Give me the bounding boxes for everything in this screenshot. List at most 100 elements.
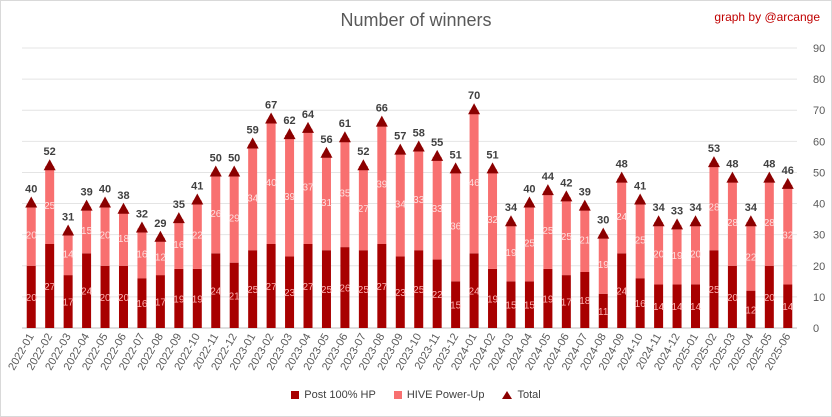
label-total-2022-07: 32 — [136, 208, 148, 220]
bar-post-2022-09 — [174, 268, 184, 328]
label-total-2023-03: 62 — [283, 115, 295, 127]
label-powerup-2024-09: 24 — [616, 212, 628, 223]
label-total-2024-04: 40 — [523, 184, 535, 196]
label-powerup-2025-03: 28 — [727, 218, 739, 229]
y-tick-label: 50 — [813, 167, 825, 179]
bar-post-2024-07 — [580, 272, 590, 328]
bar-post-2023-10 — [414, 250, 424, 328]
label-post-2023-02: 27 — [266, 282, 278, 293]
legend-item-post: Post 100% HP — [291, 389, 376, 401]
label-post-2025-05: 20 — [764, 293, 776, 304]
label-post-2023-01: 25 — [247, 285, 259, 296]
bar-post-2023-07 — [358, 250, 368, 328]
total-marker-2025-04 — [744, 215, 757, 227]
bar-powerup-2025-06 — [783, 184, 793, 285]
label-total-2024-08: 30 — [597, 215, 609, 227]
label-total-2023-10: 58 — [413, 128, 425, 140]
total-marker-2024-07 — [578, 199, 591, 211]
label-powerup-2024-06: 25 — [561, 232, 573, 243]
label-total-2022-08: 29 — [154, 218, 166, 230]
label-powerup-2023-12: 36 — [450, 221, 462, 232]
total-marker-2022-05 — [99, 196, 112, 208]
y-tick-label: 80 — [813, 74, 825, 86]
total-marker-2023-08 — [375, 115, 388, 127]
bar-post-2023-05 — [321, 250, 331, 328]
total-marker-2022-07 — [135, 221, 148, 233]
legend-label-powerup: HIVE Power-Up — [406, 389, 485, 401]
label-powerup-2023-02: 40 — [266, 178, 278, 189]
label-post-2024-11: 14 — [653, 302, 665, 313]
label-total-2023-11: 55 — [431, 137, 443, 149]
label-post-2023-08: 27 — [376, 282, 388, 293]
bar-post-2022-08 — [155, 275, 165, 328]
label-powerup-2023-03: 39 — [284, 192, 296, 203]
label-powerup-2023-11: 33 — [432, 204, 444, 215]
label-total-2025-03: 48 — [726, 159, 738, 171]
bar-post-2024-08 — [598, 293, 608, 328]
label-total-2024-09: 48 — [616, 159, 628, 171]
bar-post-2023-08 — [377, 244, 387, 328]
bar-powerup-2022-10 — [192, 200, 202, 269]
bar-post-2023-12 — [451, 281, 461, 328]
label-powerup-2023-10: 33 — [413, 195, 425, 206]
y-tick-label: 0 — [813, 323, 819, 335]
label-powerup-2024-03: 19 — [505, 248, 517, 259]
total-marker-2023-01 — [246, 137, 259, 149]
label-total-2022-05: 40 — [99, 184, 111, 196]
chart-title: Number of winners — [340, 10, 492, 30]
label-post-2024-01: 24 — [469, 287, 481, 298]
label-total-2022-01: 40 — [25, 184, 37, 196]
total-marker-2022-03 — [62, 224, 75, 236]
label-powerup-2024-02: 32 — [487, 215, 499, 226]
y-tick-label: 60 — [813, 136, 825, 148]
total-marker-2023-06 — [338, 131, 351, 143]
bar-powerup-2022-05 — [100, 203, 110, 266]
label-post-2023-10: 25 — [413, 285, 425, 296]
label-total-2024-07: 39 — [579, 187, 591, 199]
total-marker-2022-02 — [43, 159, 56, 171]
total-marker-2022-08 — [154, 230, 167, 242]
label-powerup-2024-04: 25 — [524, 238, 536, 249]
bar-powerup-2023-03 — [285, 135, 295, 257]
bar-powerup-2023-05 — [321, 153, 331, 251]
label-post-2024-09: 24 — [616, 287, 628, 298]
label-powerup-2022-12: 29 — [229, 214, 241, 225]
y-tick-label: 20 — [813, 261, 825, 273]
bar-post-2022-10 — [192, 268, 202, 328]
total-marker-2024-02 — [486, 162, 499, 174]
label-powerup-2022-06: 18 — [118, 234, 130, 245]
total-marker-2024-05 — [541, 184, 554, 196]
bar-powerup-2022-09 — [174, 219, 184, 269]
total-marker-2024-11 — [652, 215, 665, 227]
label-post-2024-10: 16 — [635, 299, 647, 310]
label-total-2023-07: 52 — [357, 146, 369, 158]
label-powerup-2022-04: 15 — [81, 226, 93, 237]
total-marker-2023-05 — [320, 146, 333, 158]
bar-powerup-2023-06 — [340, 138, 350, 248]
bar-post-2025-01 — [691, 284, 701, 328]
label-total-2022-09: 35 — [173, 199, 185, 211]
bar-post-2024-06 — [561, 275, 571, 328]
label-post-2023-06: 26 — [339, 284, 351, 295]
label-total-2025-06: 46 — [782, 165, 794, 177]
label-powerup-2024-07: 21 — [579, 235, 591, 246]
label-post-2023-11: 22 — [432, 290, 444, 301]
legend-item-total: Total — [502, 389, 541, 401]
label-powerup-2023-01: 34 — [247, 193, 259, 204]
label-post-2024-04: 15 — [524, 301, 536, 312]
label-powerup-2024-11: 20 — [653, 249, 665, 260]
legend-swatch-powerup — [393, 391, 402, 399]
bar-powerup-2022-11 — [211, 172, 221, 254]
label-powerup-2023-08: 39 — [376, 179, 388, 190]
label-post-2024-12: 14 — [671, 302, 683, 313]
label-post-2024-02: 19 — [487, 294, 499, 305]
total-marker-2024-01 — [468, 103, 481, 115]
label-powerup-2023-06: 35 — [339, 189, 351, 200]
label-powerup-2025-04: 22 — [745, 252, 757, 263]
bar-powerup-2023-02 — [266, 119, 276, 244]
bar-post-2022-05 — [100, 265, 110, 328]
bar-post-2025-02 — [709, 250, 719, 328]
bar-powerup-2024-10 — [635, 200, 645, 279]
bar-powerup-2025-02 — [709, 163, 719, 251]
bar-post-2025-06 — [783, 284, 793, 328]
